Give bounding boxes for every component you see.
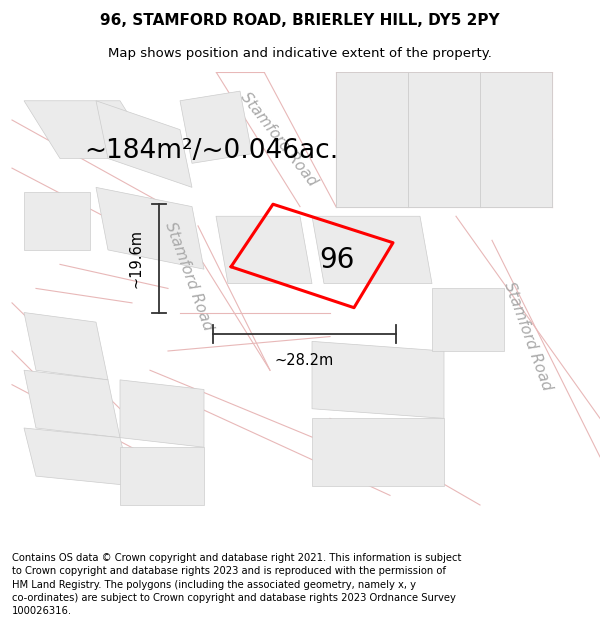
Polygon shape: [24, 312, 108, 380]
Text: Map shows position and indicative extent of the property.: Map shows position and indicative extent…: [108, 48, 492, 61]
Polygon shape: [24, 101, 156, 159]
Polygon shape: [24, 370, 120, 438]
Text: Stamford Road: Stamford Road: [502, 280, 554, 393]
Text: Stamford Road: Stamford Road: [163, 220, 215, 332]
Text: 96: 96: [319, 246, 355, 274]
Text: Stamford Road: Stamford Road: [238, 89, 320, 189]
Polygon shape: [312, 341, 444, 418]
Polygon shape: [336, 72, 408, 207]
Text: ~19.6m: ~19.6m: [129, 229, 144, 288]
Polygon shape: [24, 192, 90, 250]
Text: 96, STAMFORD ROAD, BRIERLEY HILL, DY5 2PY: 96, STAMFORD ROAD, BRIERLEY HILL, DY5 2P…: [100, 12, 500, 28]
Polygon shape: [408, 139, 480, 207]
Polygon shape: [480, 139, 552, 207]
Polygon shape: [120, 380, 204, 448]
Polygon shape: [312, 418, 444, 486]
Polygon shape: [408, 72, 480, 207]
Polygon shape: [120, 448, 204, 505]
Polygon shape: [96, 101, 192, 188]
Polygon shape: [216, 216, 312, 284]
Polygon shape: [480, 72, 552, 207]
Polygon shape: [180, 91, 252, 163]
Polygon shape: [24, 428, 132, 486]
Polygon shape: [336, 139, 408, 207]
Text: ~28.2m: ~28.2m: [275, 353, 334, 368]
Polygon shape: [312, 216, 432, 284]
Text: ~184m²/~0.046ac.: ~184m²/~0.046ac.: [84, 138, 338, 164]
Text: Contains OS data © Crown copyright and database right 2021. This information is : Contains OS data © Crown copyright and d…: [12, 553, 461, 616]
Polygon shape: [432, 289, 504, 351]
Polygon shape: [96, 188, 204, 269]
